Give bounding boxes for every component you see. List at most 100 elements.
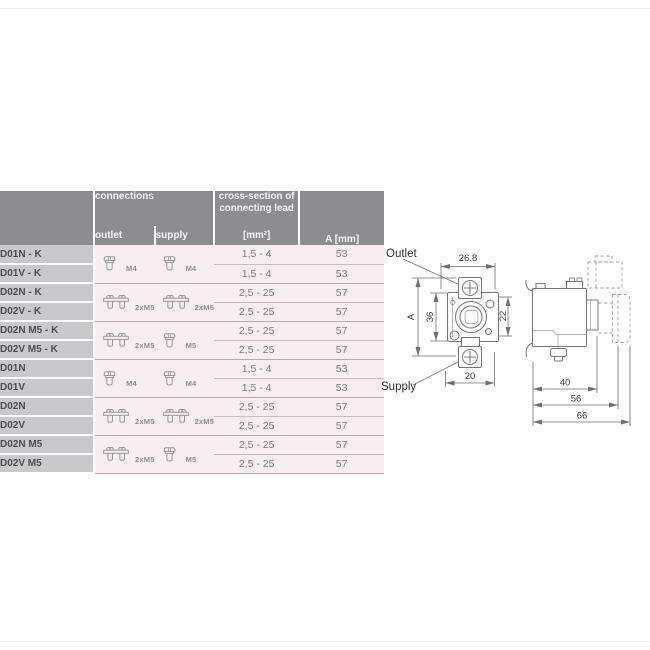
dim-depth-total: 66 bbox=[577, 411, 588, 422]
table-row: D01N - K M4 M4 1,5 - 4 53 bbox=[0, 245, 385, 284]
cross-section-value: 1,5 - 4 bbox=[214, 245, 300, 265]
screw-single-icon bbox=[102, 255, 117, 272]
table-row: D02V 2,5 - 25 57 bbox=[0, 416, 385, 436]
cross-section-value: 2,5 - 25 bbox=[214, 454, 300, 474]
outlet-connection-cell: 2xM5 bbox=[94, 397, 155, 436]
model-cell: D01V bbox=[0, 378, 95, 398]
a-value: 53 bbox=[299, 264, 385, 284]
table-row: D02V M5 - K 2,5 - 25 57 bbox=[0, 340, 385, 360]
a-value: 57 bbox=[299, 283, 385, 303]
side-view bbox=[525, 277, 599, 362]
dim-overall-height: A bbox=[406, 313, 417, 320]
phantom-outline bbox=[587, 255, 631, 343]
a-value: 53 bbox=[299, 359, 385, 379]
dimension-texts: 26.8 A 36 22 20 40 56 66 bbox=[406, 253, 587, 422]
dim-right-height: 22 bbox=[498, 311, 509, 322]
model-cell: D01N - K bbox=[0, 245, 95, 265]
a-value: 53 bbox=[299, 378, 385, 398]
a-value: 57 bbox=[299, 397, 385, 417]
thread-size-label: M4 bbox=[126, 264, 137, 274]
thread-size-label: M4 bbox=[126, 378, 137, 388]
header-a-mm: A [mm] bbox=[298, 191, 385, 245]
page-border-line bbox=[0, 8, 650, 9]
supply-connection-cell: M4 bbox=[154, 359, 215, 398]
a-value: 57 bbox=[299, 340, 385, 360]
screw-double-icon bbox=[102, 332, 130, 349]
cross-section-value: 2,5 - 25 bbox=[214, 397, 300, 417]
supply-connection-cell: M5 bbox=[154, 435, 215, 474]
screw-double-icon bbox=[102, 294, 130, 311]
table-row: D02N 2xM5 2xM5 2,5 - 25 57 bbox=[0, 397, 385, 436]
a-value: 57 bbox=[299, 416, 385, 436]
screw-single-icon bbox=[102, 370, 117, 387]
leader-lines bbox=[402, 258, 459, 386]
cross-section-value: 1,5 - 4 bbox=[214, 378, 300, 398]
screw-double-icon bbox=[102, 446, 130, 463]
screw-double-icon bbox=[162, 294, 190, 311]
header-cross-line2: connecting lead bbox=[219, 202, 294, 214]
a-value: 57 bbox=[299, 321, 385, 341]
outlet-connection-cell: 2xM5 bbox=[94, 435, 155, 474]
outlet-connection-cell: M4 bbox=[94, 359, 155, 398]
model-cell: D01N bbox=[0, 359, 95, 379]
a-value: 57 bbox=[299, 435, 385, 455]
table-row: D02V - K 2,5 - 25 57 bbox=[0, 302, 385, 322]
dim-bottom-width: 20 bbox=[465, 371, 476, 382]
a-value: 53 bbox=[299, 245, 385, 265]
cross-section-value: 2,5 - 25 bbox=[214, 340, 300, 360]
dim-depth-body: 40 bbox=[560, 378, 571, 389]
cross-section-value: 1,5 - 4 bbox=[214, 264, 300, 284]
header-cross-line1: cross-section of bbox=[218, 191, 295, 202]
dim-body-height: 36 bbox=[425, 312, 436, 323]
model-cell: D02V M5 - K bbox=[0, 340, 95, 360]
table-row: D02N M5 2xM5 M5 2,5 - 25 57 bbox=[0, 435, 385, 474]
screw-double-icon bbox=[102, 408, 130, 425]
thread-size-label: M4 bbox=[185, 264, 197, 274]
outlet-connection-cell: 2xM5 bbox=[94, 321, 155, 360]
model-cell: D02V - K bbox=[0, 302, 95, 322]
thread-size-label: M4 bbox=[185, 378, 197, 388]
supply-terminal-screw bbox=[458, 346, 482, 368]
supply-connection-cell: 2xM5 bbox=[154, 397, 215, 436]
thread-size-label: M5 bbox=[185, 454, 197, 464]
table-row: D01V 1,5 - 4 53 bbox=[0, 378, 385, 398]
thread-size-label: M5 bbox=[185, 340, 197, 350]
dimension-lines bbox=[412, 263, 631, 426]
outlet-terminal-screw bbox=[458, 277, 482, 299]
table-row: D02N M5 - K 2xM5 M5 2,5 - 25 57 bbox=[0, 321, 385, 360]
thread-size-label: 2xM5 bbox=[135, 340, 155, 350]
table-row: D01V - K 1,5 - 4 53 bbox=[0, 264, 385, 284]
model-cell: D02N - K bbox=[0, 283, 95, 303]
thread-size-label: 2xM5 bbox=[135, 302, 155, 312]
screw-double-icon bbox=[162, 408, 190, 425]
model-cell: D02V bbox=[0, 416, 95, 436]
supply-connection-cell: M5 bbox=[154, 321, 215, 360]
cross-section-value: 2,5 - 25 bbox=[214, 435, 300, 455]
screw-single-icon bbox=[162, 255, 177, 272]
outlet-label: Outlet bbox=[386, 248, 417, 260]
table-row: D01N M4 M4 1,5 - 4 53 bbox=[0, 359, 385, 398]
a-value: 57 bbox=[299, 454, 385, 474]
cross-section-value: 2,5 - 25 bbox=[214, 416, 300, 436]
header-supply: supply bbox=[153, 226, 215, 245]
thread-size-label: 2xM5 bbox=[194, 416, 215, 426]
supply-label: Supply bbox=[381, 381, 416, 393]
header-row-label-cell bbox=[0, 191, 95, 245]
header-mm2-unit: [mm²] bbox=[213, 226, 300, 245]
header-connections: connections bbox=[94, 191, 215, 226]
model-cell: D02N M5 bbox=[0, 435, 95, 455]
header-outlet: outlet bbox=[94, 226, 155, 245]
front-view bbox=[447, 277, 499, 368]
thread-size-label: 2xM5 bbox=[135, 454, 155, 464]
cross-section-value: 2,5 - 25 bbox=[214, 302, 300, 322]
outlet-connection-cell: 2xM5 bbox=[94, 283, 155, 322]
outlet-connection-cell: M4 bbox=[94, 245, 155, 284]
table-row: D02V M5 2,5 - 25 57 bbox=[0, 454, 385, 474]
header-cross-section: cross-section of connecting lead bbox=[213, 191, 300, 226]
screw-single-icon bbox=[162, 370, 177, 387]
screw-single-icon bbox=[162, 332, 177, 349]
supply-connection-cell: M4 bbox=[154, 245, 215, 284]
dimension-drawing: Outlet Supply 26.8 A 36 22 bbox=[381, 248, 631, 426]
cross-section-value: 2,5 - 25 bbox=[214, 283, 300, 303]
model-cell: D02V M5 bbox=[0, 454, 95, 474]
